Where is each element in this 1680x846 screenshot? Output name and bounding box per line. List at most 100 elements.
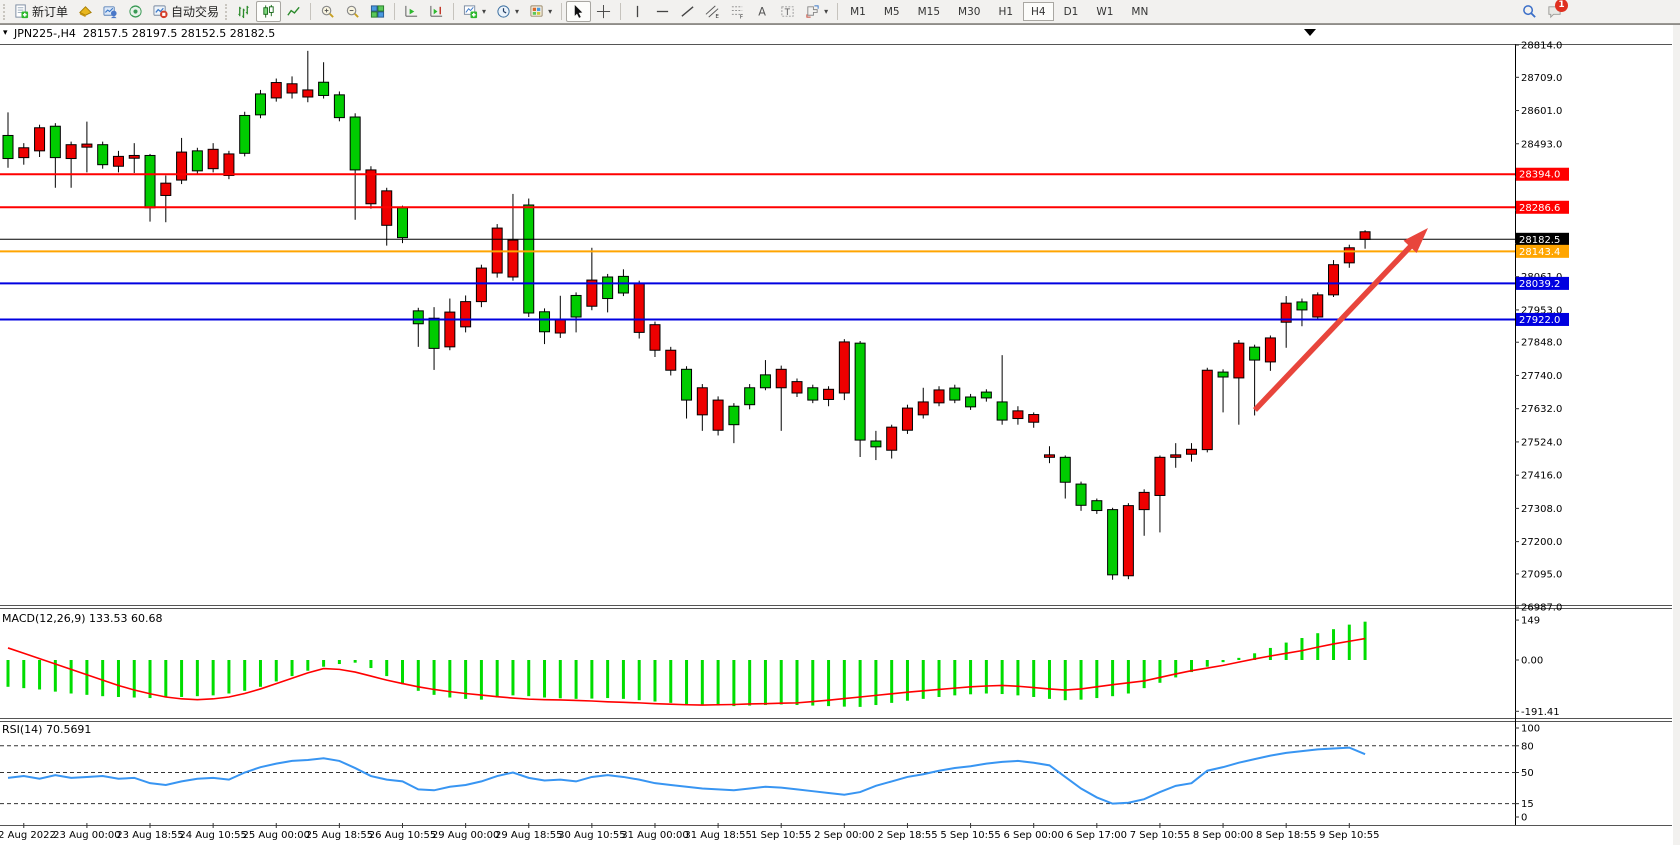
svg-text:28143.4: 28143.4 bbox=[1519, 247, 1560, 258]
timeframe-button-m5[interactable]: M5 bbox=[883, 6, 900, 18]
svg-text:27308.0: 27308.0 bbox=[1521, 504, 1562, 515]
new-order-icon bbox=[15, 4, 29, 19]
webinar-button[interactable] bbox=[123, 1, 148, 22]
templates-button[interactable]: ▾ bbox=[524, 1, 557, 22]
candles-layer bbox=[2, 50, 1371, 580]
fibonacci-button[interactable]: F bbox=[725, 1, 750, 22]
chart-shift-button[interactable] bbox=[424, 1, 449, 22]
svg-text:T: T bbox=[784, 7, 791, 17]
periods-icon bbox=[497, 5, 510, 18]
notifications-button[interactable]: 1 bbox=[1547, 0, 1568, 19]
svg-text:0.00: 0.00 bbox=[1521, 656, 1543, 667]
timeframe-button-h1[interactable]: H1 bbox=[998, 6, 1014, 18]
rsi-label: RSI(14) 70.5691 bbox=[2, 723, 92, 736]
chart-symbol-period: JPN225-,H4 bbox=[14, 27, 76, 40]
svg-text:28814.0: 28814.0 bbox=[1521, 41, 1562, 52]
macd-label: MACD(12,26,9) 133.53 60.68 bbox=[2, 612, 163, 625]
price-lines-layer bbox=[0, 173, 1515, 321]
quotes-icon bbox=[79, 6, 92, 18]
toolbar-separator bbox=[561, 3, 563, 20]
candlestick-chart-button[interactable] bbox=[256, 1, 282, 22]
new-order-button[interactable]: 新订单 bbox=[9, 1, 73, 22]
timeframe-button-h4[interactable]: H4 bbox=[1023, 2, 1054, 21]
rsi-line bbox=[7, 746, 1366, 805]
chart-context-arrow bbox=[1304, 29, 1316, 36]
svg-text:28601.0: 28601.0 bbox=[1521, 106, 1562, 117]
indicators-icon bbox=[463, 5, 478, 19]
timeframe-button-mn[interactable]: MN bbox=[1131, 6, 1149, 18]
market-watch-icon bbox=[103, 6, 117, 19]
svg-text:25 Aug 00:00: 25 Aug 00:00 bbox=[243, 830, 310, 841]
chart-shift-icon bbox=[430, 5, 443, 17]
equidistant-channel-icon: E bbox=[705, 5, 719, 19]
autoscroll-icon bbox=[405, 5, 418, 17]
svg-text:25 Aug 18:55: 25 Aug 18:55 bbox=[306, 830, 373, 841]
equidistant-channel-button[interactable]: E bbox=[700, 1, 725, 22]
toolbar-separator bbox=[620, 3, 622, 20]
timeframe-button-m30[interactable]: M30 bbox=[958, 6, 981, 18]
svg-text:A: A bbox=[758, 6, 766, 19]
search-icon[interactable] bbox=[1522, 4, 1537, 19]
svg-text:27632.0: 27632.0 bbox=[1521, 404, 1562, 415]
svg-text:E: E bbox=[715, 14, 719, 19]
toolbar-separator bbox=[310, 3, 312, 20]
tile-windows-button[interactable] bbox=[365, 1, 390, 22]
svg-text:149: 149 bbox=[1521, 616, 1540, 627]
zoom-in-button[interactable] bbox=[315, 1, 340, 22]
toolbar-separator bbox=[837, 3, 839, 20]
text-icon: A bbox=[758, 6, 766, 19]
chart-frame bbox=[0, 24, 1680, 845]
quotes-button[interactable] bbox=[73, 1, 98, 22]
svg-text:28709.0: 28709.0 bbox=[1521, 73, 1562, 84]
indicators-button[interactable]: ▾ bbox=[458, 1, 491, 22]
bar-chart-button[interactable] bbox=[231, 1, 256, 22]
svg-text:27953.0: 27953.0 bbox=[1521, 305, 1562, 316]
svg-text:24 Aug 10:55: 24 Aug 10:55 bbox=[179, 830, 246, 841]
svg-text:8 Sep 18:55: 8 Sep 18:55 bbox=[1256, 830, 1316, 841]
svg-text:27922.0: 27922.0 bbox=[1519, 315, 1560, 326]
trendline-button[interactable] bbox=[675, 1, 700, 22]
zoom-in-icon bbox=[321, 5, 334, 18]
horizontal-line-button[interactable] bbox=[650, 1, 675, 22]
vertical-line-button[interactable] bbox=[625, 1, 650, 22]
svg-text:2 Sep 18:55: 2 Sep 18:55 bbox=[877, 830, 937, 841]
vertical-line-icon bbox=[636, 5, 639, 18]
svg-text:50: 50 bbox=[1521, 768, 1534, 779]
svg-text:22 Aug 2022: 22 Aug 2022 bbox=[0, 830, 56, 841]
timeframe-button-d1[interactable]: D1 bbox=[1063, 6, 1079, 18]
timeframe-button-m1[interactable]: M1 bbox=[850, 6, 866, 18]
periods-button[interactable]: ▾ bbox=[491, 1, 524, 22]
chart-ohlc: 28157.5 28197.5 28152.5 28182.5 bbox=[82, 27, 276, 40]
svg-text:80: 80 bbox=[1521, 741, 1534, 752]
dropdown-caret: ▾ bbox=[548, 7, 553, 16]
zoom-out-button[interactable] bbox=[340, 1, 365, 22]
price-axis[interactable]: 28814.028709.028601.028493.028385.028277… bbox=[1515, 41, 1562, 614]
new-order-label: 新订单 bbox=[32, 5, 69, 19]
svg-text:9 Sep 10:55: 9 Sep 10:55 bbox=[1319, 830, 1379, 841]
bar-chart-icon bbox=[238, 5, 249, 19]
line-chart-button[interactable] bbox=[281, 1, 306, 22]
svg-text:27200.0: 27200.0 bbox=[1521, 537, 1562, 548]
autoscroll-button[interactable] bbox=[399, 1, 424, 22]
timeframe-button-m15[interactable]: M15 bbox=[917, 6, 941, 18]
autotrading-icon bbox=[153, 5, 168, 19]
svg-text:23 Aug 18:55: 23 Aug 18:55 bbox=[116, 830, 183, 841]
text-button[interactable]: A bbox=[750, 1, 775, 22]
svg-text:27416.0: 27416.0 bbox=[1521, 471, 1562, 482]
text-label-button[interactable]: T bbox=[775, 1, 800, 22]
svg-text:31 Aug 00:00: 31 Aug 00:00 bbox=[621, 830, 688, 841]
timeframe-button-w1[interactable]: W1 bbox=[1096, 6, 1114, 18]
trend-arrow bbox=[1253, 228, 1428, 412]
autotrading-button[interactable]: 自动交易 bbox=[148, 1, 224, 22]
market-watch-button[interactable] bbox=[98, 1, 123, 22]
shapes-button[interactable]: ▾ bbox=[800, 1, 833, 22]
svg-text:31 Aug 18:55: 31 Aug 18:55 bbox=[684, 830, 751, 841]
candlestick-chart-icon bbox=[263, 4, 274, 18]
cursor-button[interactable] bbox=[566, 1, 592, 22]
crosshair-button[interactable] bbox=[591, 1, 616, 22]
macd-signal-line bbox=[7, 637, 1366, 706]
chart-menu-arrow[interactable]: ▾ bbox=[3, 28, 8, 38]
